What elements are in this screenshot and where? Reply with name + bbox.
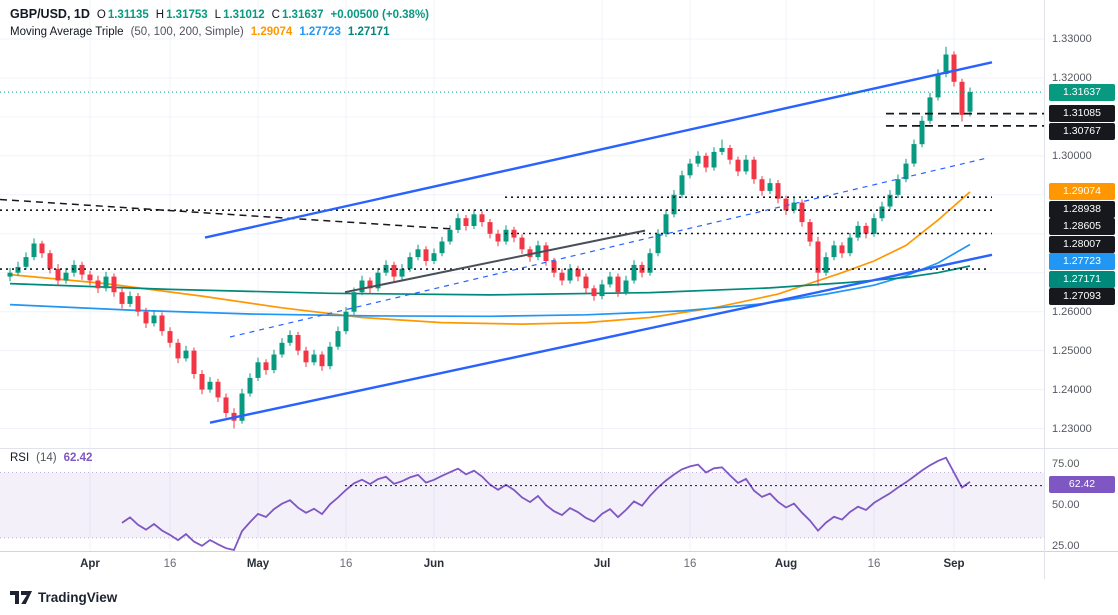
ma200-value: 1.27171 xyxy=(347,26,390,38)
axis-badge: 1.31085 xyxy=(1049,105,1115,123)
ohlc-low: L 1.31012 xyxy=(214,9,265,21)
rsi-tick-label: 50.00 xyxy=(1052,499,1080,512)
ma-indicator-legend-row[interactable]: Moving Average Triple (50, 100, 200, Sim… xyxy=(10,26,389,38)
candles xyxy=(7,46,973,429)
price-tick-label: 1.26000 xyxy=(1052,305,1092,318)
price-change: +0.00500 (+0.38%) xyxy=(330,9,430,21)
ma-indicator-title: Moving Average Triple xyxy=(10,26,124,38)
horizontal-levels[interactable] xyxy=(0,112,1044,270)
time-axis[interactable]: Apr 16 May 16 Jun Jul 16 Aug 16 Sep xyxy=(0,551,1044,579)
time-axis-label: 16 xyxy=(339,558,353,570)
rsi-line xyxy=(121,456,971,552)
time-axis-label: 16 xyxy=(867,558,881,570)
channel-upper xyxy=(204,61,993,239)
channel-lower xyxy=(209,253,993,424)
axis-badge: 1.30767 xyxy=(1049,122,1115,140)
time-axis-label: Apr xyxy=(80,558,100,570)
price-tick-label: 1.33000 xyxy=(1052,32,1092,45)
time-axis-label: Jun xyxy=(423,558,445,570)
price-tick-label: 1.30000 xyxy=(1052,149,1092,162)
gridlines xyxy=(0,0,1044,551)
time-axis-label: 16 xyxy=(163,558,177,570)
ma50-value: 1.29074 xyxy=(250,26,293,38)
price-tick-label: 1.24000 xyxy=(1052,383,1092,396)
axis-badge: 1.27171 xyxy=(1049,270,1115,288)
rsi-tick-label: 75.00 xyxy=(1052,458,1080,471)
price-axis[interactable]: 1.33000 1.32000 1.30000 1.26000 1.25000 1.240… xyxy=(1044,0,1118,579)
axis-badge: 1.29074 xyxy=(1049,183,1115,201)
time-axis-label: 16 xyxy=(683,558,697,570)
time-axis-label: Aug xyxy=(774,558,798,570)
axis-badge: 1.28938 xyxy=(1049,200,1115,218)
rsi-indicator-legend-row[interactable]: RSI (14) 62.42 xyxy=(10,452,92,464)
axis-badge: 1.28605 xyxy=(1049,218,1115,236)
price-tick-label: 1.25000 xyxy=(1052,344,1092,357)
descending-dashed-line xyxy=(0,198,456,230)
ohlc-close: C 1.31637 xyxy=(271,9,324,21)
axis-badge: 1.27093 xyxy=(1049,288,1115,306)
rsi-tick-label: 25.00 xyxy=(1052,540,1080,553)
sma-100-line xyxy=(9,243,971,318)
moving-averages xyxy=(9,191,971,325)
time-axis-label: May xyxy=(246,558,270,570)
sma-200-line xyxy=(9,265,971,296)
rsi-value: 62.42 xyxy=(63,452,93,464)
axis-badge: 62.42 xyxy=(1049,476,1115,494)
ma100-value: 1.27723 xyxy=(299,26,341,38)
ascending-trendline xyxy=(344,229,646,294)
ohlc-open: O 1.31135 xyxy=(96,9,149,21)
symbol-legend-row[interactable]: GBP/USD, 1D O 1.31135 H 1.31753 L 1.31012 C… xyxy=(10,7,429,21)
time-axis-label: Jul xyxy=(593,558,611,570)
ohlc-high: H 1.31753 xyxy=(155,9,208,21)
time-axis-label: Sep xyxy=(943,558,965,570)
tradingview-logo-icon xyxy=(10,591,32,604)
sma-50-line xyxy=(9,191,971,325)
axis-badge: 1.28007 xyxy=(1049,235,1115,253)
price-tick-label: 1.23000 xyxy=(1052,422,1092,435)
rsi-indicator-title: RSI xyxy=(10,452,30,464)
trendlines[interactable] xyxy=(0,61,993,424)
symbol-title: GBP/USD, 1D xyxy=(10,7,90,21)
rsi-band xyxy=(0,472,1044,539)
rsi-indicator-params: (14) xyxy=(36,452,57,464)
price-tick-label: 1.32000 xyxy=(1052,71,1092,84)
axis-badge: 1.27723 xyxy=(1049,253,1115,271)
tradingview-logo[interactable]: TradingView xyxy=(10,589,117,605)
axis-badge: 1.31637 xyxy=(1049,83,1115,101)
tradingview-logo-text: TradingView xyxy=(38,589,118,605)
ma-indicator-params: (50, 100, 200, Simple) xyxy=(130,26,244,38)
